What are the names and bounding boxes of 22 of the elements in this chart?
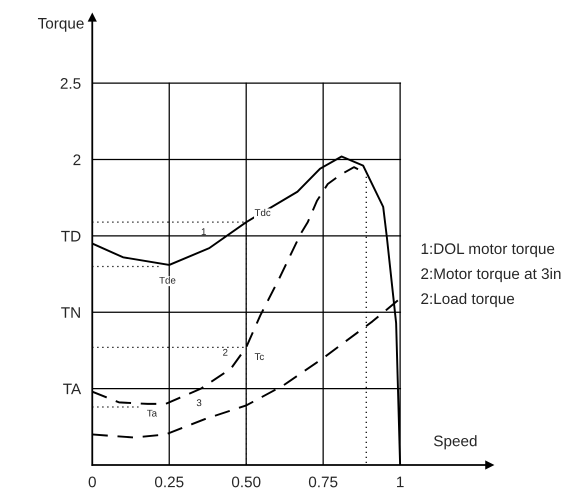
y-tick-label: 2.5 xyxy=(60,78,81,89)
annotation: 2 xyxy=(223,348,228,356)
annotation: 2:Motor torque at 3in xyxy=(421,268,560,282)
x-tick-label: 1 xyxy=(397,476,404,488)
x-axis-title: Speed xyxy=(434,435,476,450)
x-tick-label: 0.25 xyxy=(154,476,184,488)
annotation: Tde xyxy=(159,276,176,284)
annotation: Ta xyxy=(147,410,158,417)
annotation: Tdc xyxy=(254,208,270,216)
x-tick-label: 0.75 xyxy=(308,476,338,488)
y-tick-label: TD xyxy=(61,230,80,242)
x-tick-label: 0 xyxy=(88,476,96,488)
y-tick-label: TA xyxy=(63,384,82,394)
annotation: 1:DOL motor torque xyxy=(422,243,554,258)
y-tick-label: 2 xyxy=(73,154,80,166)
annotation: Tc xyxy=(254,353,264,360)
annotation: 2:Load torque xyxy=(421,292,514,308)
y-axis-title: Torque xyxy=(38,18,84,32)
y-tick-label: TN xyxy=(61,307,80,318)
annotation: 3 xyxy=(196,399,202,406)
annotation: 1 xyxy=(202,228,206,235)
x-tick-label: 0.50 xyxy=(232,476,260,488)
